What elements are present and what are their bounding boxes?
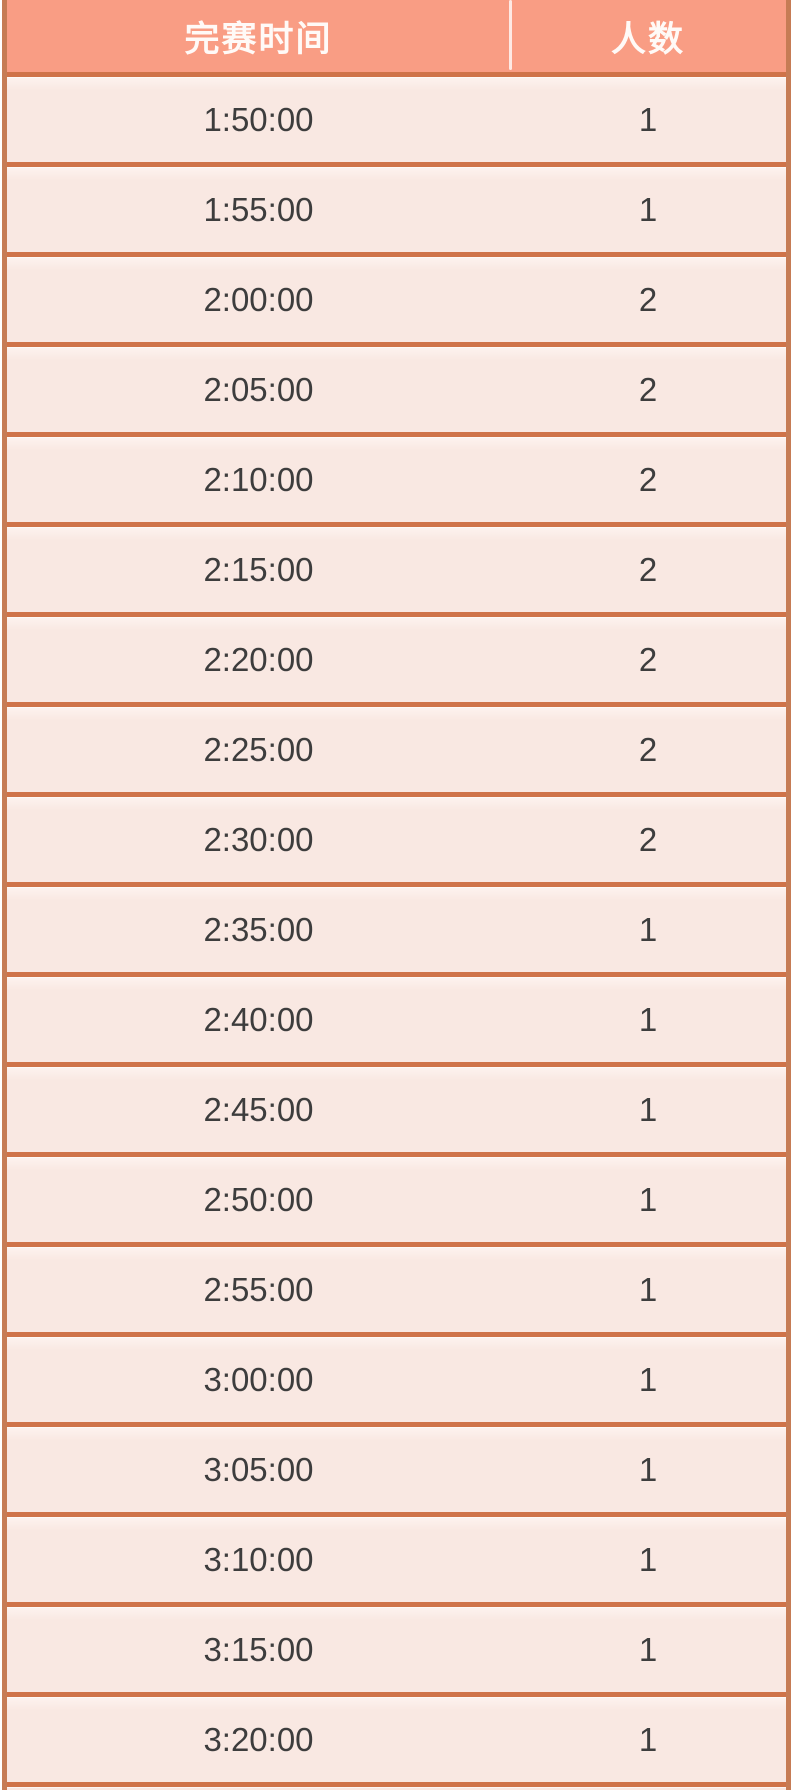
finish-time-cell: 2:10:00 (203, 460, 314, 498)
finish-time-cell: 2:15:00 (203, 550, 314, 588)
count-cell: 1 (638, 1630, 658, 1668)
finish-time-cell: 3:10:00 (203, 1540, 314, 1578)
table-row: 3:00:00 1 (7, 1332, 786, 1422)
finish-time-cell: 2:00:00 (203, 280, 314, 318)
table-row: 3:15:00 1 (7, 1602, 786, 1692)
finish-time-cell: 3:20:00 (203, 1720, 314, 1758)
count-cell: 2 (638, 730, 658, 768)
table-row: 2:20:00 2 (7, 612, 786, 702)
count-cell: 1 (638, 910, 658, 948)
count-cell: 1 (638, 1180, 658, 1218)
count-cell: 1 (638, 1360, 658, 1398)
count-cell: 2 (638, 460, 658, 498)
finish-time-cell: 3:05:00 (203, 1450, 314, 1488)
table-row: 2:50:00 1 (7, 1152, 786, 1242)
count-cell: 2 (638, 550, 658, 588)
table-row-partial (7, 1782, 786, 1790)
table-body: 1:50:00 1 1:55:00 1 2:00:00 2 2:05:00 2 … (7, 72, 786, 1790)
table-row: 2:05:00 2 (7, 342, 786, 432)
table-row: 1:50:00 1 (7, 72, 786, 162)
count-cell: 1 (638, 1540, 658, 1578)
header-count: 人数 (610, 19, 685, 59)
finish-time-cell: 2:40:00 (203, 1000, 314, 1038)
table-row: 3:20:00 1 (7, 1692, 786, 1782)
table-row: 2:10:00 2 (7, 432, 786, 522)
count-cell: 1 (638, 190, 658, 228)
count-cell: 2 (638, 640, 658, 678)
header-column-divider (509, 0, 512, 70)
count-cell: 1 (638, 1720, 658, 1758)
table-row: 2:30:00 2 (7, 792, 786, 882)
finish-time-cell: 2:30:00 (203, 820, 314, 858)
table-row: 2:45:00 1 (7, 1062, 786, 1152)
table-row: 2:35:00 1 (7, 882, 786, 972)
table-row: 3:05:00 1 (7, 1422, 786, 1512)
finish-time-cell: 3:15:00 (203, 1630, 314, 1668)
finish-time-cell: 2:20:00 (203, 640, 314, 678)
count-cell: 1 (638, 1090, 658, 1128)
table-row: 3:10:00 1 (7, 1512, 786, 1602)
finish-time-cell: 1:50:00 (203, 100, 314, 138)
table-row: 2:25:00 2 (7, 702, 786, 792)
header-finish-time: 完赛时间 (184, 19, 333, 59)
table-row: 2:15:00 2 (7, 522, 786, 612)
table-row: 1:55:00 1 (7, 162, 786, 252)
finish-time-cell: 2:50:00 (203, 1180, 314, 1218)
table-header: 完赛时间 人数 (7, 0, 786, 72)
finish-time-cell: 2:55:00 (203, 1270, 314, 1308)
table-row: 2:00:00 2 (7, 252, 786, 342)
count-cell: 1 (638, 1450, 658, 1488)
finish-time-cell: 2:45:00 (203, 1090, 314, 1128)
count-cell: 1 (638, 1270, 658, 1308)
finish-time-cell: 2:25:00 (203, 730, 314, 768)
table-row: 2:40:00 1 (7, 972, 786, 1062)
finish-time-cell: 3:00:00 (203, 1360, 314, 1398)
count-cell: 1 (638, 100, 658, 138)
count-cell: 2 (638, 280, 658, 318)
finish-time-cell: 1:55:00 (203, 190, 314, 228)
finish-time-cell: 2:05:00 (203, 370, 314, 408)
count-cell: 2 (638, 370, 658, 408)
table-row: 2:55:00 1 (7, 1242, 786, 1332)
finish-time-cell: 2:35:00 (203, 910, 314, 948)
count-cell: 1 (638, 1000, 658, 1038)
count-cell: 2 (638, 820, 658, 858)
